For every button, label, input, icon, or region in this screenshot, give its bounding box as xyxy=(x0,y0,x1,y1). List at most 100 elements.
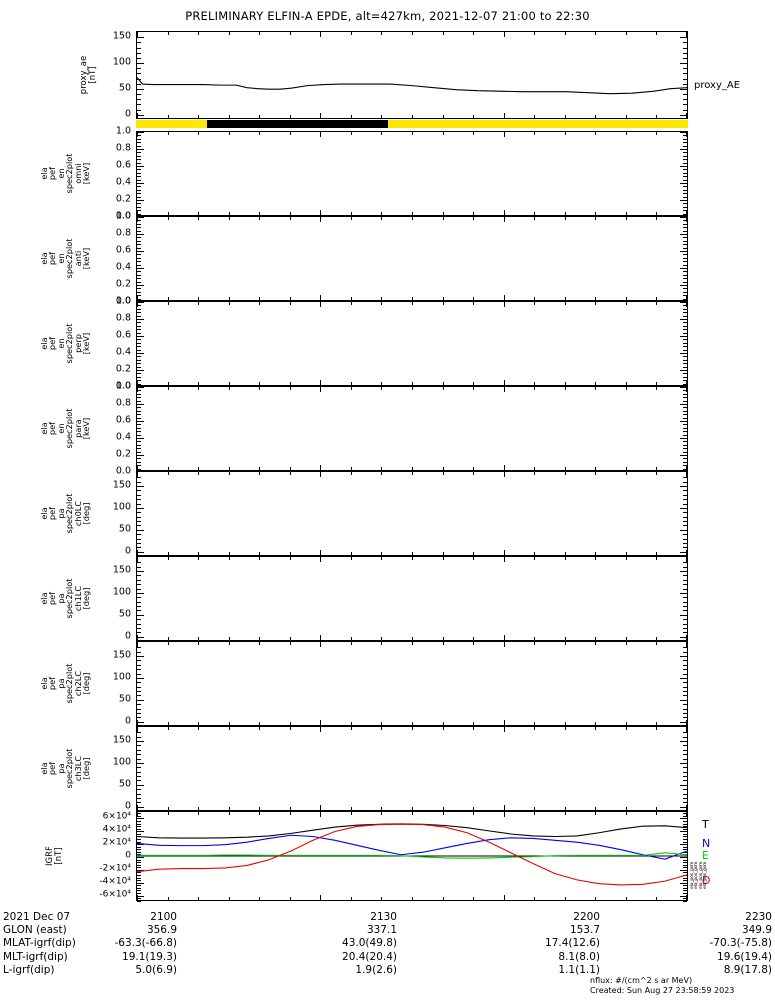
panel-ch0lc xyxy=(136,471,688,556)
y-tick-major xyxy=(680,285,687,286)
x-tick-minor xyxy=(686,812,687,815)
y-tick-minor xyxy=(683,146,687,147)
y-tick-label: 1.0 xyxy=(115,295,131,307)
series-proxy_AE xyxy=(137,77,687,95)
meta-cell: -63.3(-66.8) xyxy=(114,937,177,950)
y-tick-minor xyxy=(683,210,687,211)
x-tick-minor xyxy=(686,727,687,730)
y-tick-minor xyxy=(683,880,687,881)
x-tick-minor xyxy=(320,32,321,35)
y-tick-minor xyxy=(137,220,141,221)
x-tick-minor xyxy=(198,807,199,810)
y-tick-minor xyxy=(137,312,141,313)
x-tick-minor xyxy=(412,382,413,385)
x-tick-minor xyxy=(626,897,627,900)
footer-line: Created: Sun Aug 27 23:58:59 2023 xyxy=(590,985,735,995)
y-tick-minor xyxy=(137,448,141,449)
y-tick-label: 100 xyxy=(112,501,131,513)
y-tick-label: 1.0 xyxy=(115,380,131,392)
x-tick-minor xyxy=(686,212,687,215)
y-tick-label: 0.0 xyxy=(115,380,131,392)
y-tick-label: 2×10⁴ xyxy=(102,837,131,848)
y-tick-minor xyxy=(137,401,141,402)
y-tick-minor xyxy=(683,207,687,208)
y-tick-major xyxy=(680,336,687,337)
x-tick-minor xyxy=(626,552,627,555)
meta-row: GLON (east) 356.9 337.1 153.7 349.9 xyxy=(3,924,773,937)
x-tick-minor xyxy=(198,812,199,815)
x-tick-minor xyxy=(229,297,230,300)
x-tick-minor xyxy=(504,302,505,305)
meta-row: MLT-igrf(dip) 19.1(19.3) 20.4(20.4) 8.1(8.0… xyxy=(3,951,773,964)
x-tick-minor xyxy=(168,897,169,900)
y-tick-major xyxy=(680,831,687,832)
y-tick-major xyxy=(680,763,687,764)
x-tick-minor xyxy=(595,812,596,815)
x-tick-minor xyxy=(381,637,382,640)
meta-row: 2021 Dec 07 2100 2130 2200 2230 xyxy=(3,911,773,924)
x-tick-minor xyxy=(443,217,444,220)
y-tick-major xyxy=(137,831,144,832)
x-tick-minor xyxy=(473,217,474,220)
x-tick-minor xyxy=(137,467,138,470)
y-tick-major xyxy=(680,166,687,167)
y-tick-major xyxy=(680,883,687,884)
y-tick-major xyxy=(680,353,687,354)
y-tick-minor xyxy=(137,602,141,603)
x-tick-minor xyxy=(168,217,169,220)
igrf-legend-D: D xyxy=(702,874,711,887)
y-tick-minor xyxy=(683,180,687,181)
y-tick-minor xyxy=(683,860,687,861)
y-tick-minor xyxy=(683,628,687,629)
meta-cell: 17.4(12.6) xyxy=(545,937,600,950)
y-tick-major xyxy=(680,508,687,509)
y-tick-minor xyxy=(137,490,141,491)
x-tick-minor xyxy=(443,297,444,300)
y-tick-label: 0.4 xyxy=(115,176,131,188)
y-tick-minor xyxy=(137,674,141,675)
y-tick-minor xyxy=(683,224,687,225)
y-tick-major xyxy=(680,857,687,858)
y-tick-minor xyxy=(683,186,687,187)
x-tick-minor xyxy=(198,302,199,305)
y-tick-minor xyxy=(683,299,687,300)
y-axis-label-proxy-ae: proxy_ae [nT] xyxy=(79,31,98,119)
x-tick-minor xyxy=(686,642,687,645)
y-tick-minor xyxy=(683,567,687,568)
x-tick-minor xyxy=(137,302,138,305)
page-title: PRELIMINARY ELFIN-A EPDE, alt=427km, 202… xyxy=(185,9,590,23)
x-tick-minor xyxy=(320,115,321,118)
y-tick-minor xyxy=(137,547,141,548)
x-tick-minor xyxy=(168,807,169,810)
y-tick-minor xyxy=(137,539,141,540)
y-tick-major xyxy=(680,870,687,871)
y-tick-minor xyxy=(137,271,141,272)
y-tick-minor xyxy=(683,142,687,143)
x-tick-minor xyxy=(229,722,230,725)
y-tick-label: 150 xyxy=(112,479,131,491)
y-tick-major xyxy=(680,268,687,269)
x-tick-minor xyxy=(686,807,687,810)
y-tick-minor xyxy=(683,695,687,696)
meta-cell: 1.1(1.1) xyxy=(558,963,600,976)
y-tick-minor xyxy=(683,867,687,868)
x-tick-minor xyxy=(351,212,352,215)
y-tick-minor xyxy=(137,759,141,760)
y-tick-minor xyxy=(683,401,687,402)
y-tick-minor xyxy=(683,326,687,327)
y-tick-minor xyxy=(683,865,687,866)
y-tick-minor xyxy=(137,849,141,850)
y-tick-minor xyxy=(137,110,141,111)
y-tick-major xyxy=(137,63,144,64)
y-tick-minor xyxy=(137,754,141,755)
y-tick-label: 0.0 xyxy=(115,295,131,307)
y-tick-minor xyxy=(137,521,141,522)
y-tick-minor xyxy=(683,632,687,633)
x-tick-minor xyxy=(504,132,505,135)
x-tick-minor xyxy=(290,642,291,645)
y-tick-minor xyxy=(137,499,141,500)
y-tick-minor xyxy=(137,176,141,177)
x-tick-minor xyxy=(320,637,321,640)
x-tick-minor xyxy=(656,552,657,555)
x-tick-minor xyxy=(259,897,260,900)
